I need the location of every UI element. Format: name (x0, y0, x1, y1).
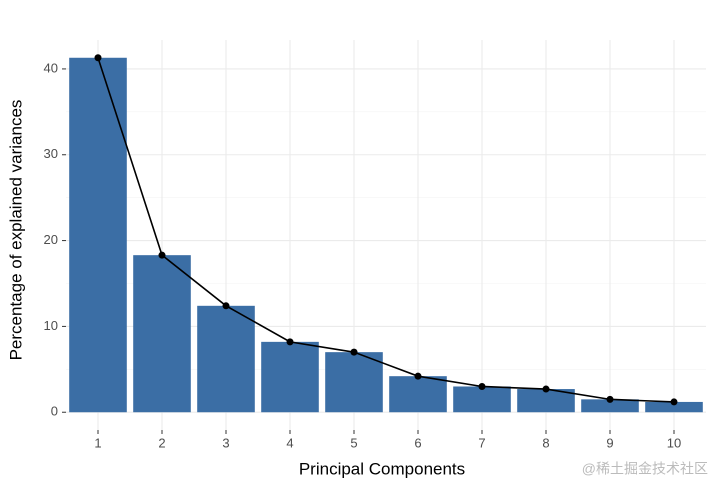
point (478, 382, 486, 390)
point (94, 54, 102, 62)
watermark: @稀土掘金技术社区 (582, 461, 708, 477)
point (414, 372, 422, 380)
x-tick-label: 2 (158, 435, 165, 450)
x-tick-label: 3 (222, 435, 229, 450)
bar (517, 389, 575, 413)
bar (581, 399, 639, 413)
y-tick-label: 10 (44, 318, 58, 333)
x-tick-label: 10 (667, 435, 681, 450)
x-tick-label: 6 (414, 435, 421, 450)
point (670, 398, 678, 406)
bar (261, 341, 319, 413)
line (97, 57, 675, 403)
x-axis-title: Principal Components (299, 459, 465, 478)
y-tick-label: 40 (44, 60, 58, 75)
y-axis-title: Percentage of explained variances (6, 100, 25, 361)
point (158, 251, 166, 259)
point (350, 348, 358, 356)
bar (389, 376, 447, 413)
bar (325, 352, 383, 413)
bar (133, 255, 191, 413)
point (222, 302, 230, 310)
x-tick-label: 8 (542, 435, 549, 450)
y-tick-label: 0 (51, 404, 58, 419)
point (286, 338, 294, 346)
point (606, 395, 614, 403)
x-tick-label: 7 (478, 435, 485, 450)
x-tick-label: 9 (606, 435, 613, 450)
y-tick-label: 20 (44, 232, 58, 247)
bar (645, 401, 703, 413)
x-tick-label: 1 (94, 435, 101, 450)
x-tick-label: 5 (350, 435, 357, 450)
bar (197, 305, 255, 413)
point (542, 385, 550, 393)
bar (453, 386, 511, 413)
y-tick-label: 30 (44, 146, 58, 161)
bar (69, 57, 127, 413)
x-tick-label: 4 (286, 435, 293, 450)
